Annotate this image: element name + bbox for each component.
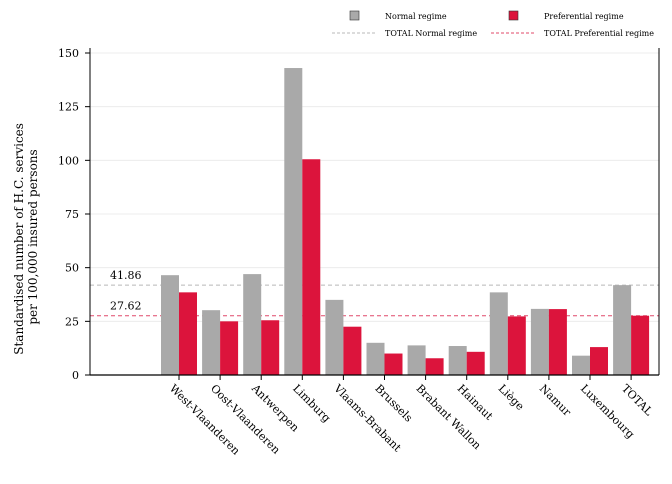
y-axis-label-line2: per 100,000 insured persons xyxy=(26,149,40,324)
legend-swatch-preferential xyxy=(508,10,519,21)
bar-normal xyxy=(448,346,467,375)
bars xyxy=(161,68,650,375)
bar-preferential xyxy=(179,292,197,375)
bar-preferential xyxy=(220,321,239,375)
bar-normal xyxy=(572,355,590,375)
bar-normal xyxy=(243,274,262,375)
bar-preferential xyxy=(384,353,403,375)
y-axis-label-line1: Standardised number of H.C. services xyxy=(12,123,26,355)
y-tick-label: 50 xyxy=(65,262,79,275)
bar-preferential xyxy=(261,320,280,375)
bar-normal xyxy=(407,345,426,375)
y-tick-label: 0 xyxy=(72,369,79,382)
y-tick-label: 100 xyxy=(58,154,79,167)
legend-label-preferential: Preferential regime xyxy=(544,12,624,21)
legend-label-total-normal: TOTAL Normal regime xyxy=(385,29,477,38)
bar-normal xyxy=(489,292,508,375)
legend-swatch-normal xyxy=(349,10,360,21)
legend-label-normal: Normal regime xyxy=(385,12,447,21)
y-axis-label: Standardised number of H.C. services per… xyxy=(12,119,40,355)
bar-preferential xyxy=(590,347,608,375)
bar-preferential xyxy=(425,358,444,375)
axes xyxy=(89,48,660,376)
bar-preferential xyxy=(466,351,485,375)
bar-normal xyxy=(325,299,344,375)
bar-preferential xyxy=(343,326,362,375)
bar-preferential xyxy=(631,315,650,375)
reference-line-label: 27.62 xyxy=(110,300,142,313)
bar-normal xyxy=(284,68,303,375)
y-tick-label: 75 xyxy=(65,208,79,221)
bar-normal xyxy=(161,275,179,375)
bar-normal xyxy=(202,310,221,375)
legend: Normal regime Preferential regime TOTAL … xyxy=(332,10,654,38)
reference-line-label: 41.86 xyxy=(110,269,142,282)
y-tick-label: 25 xyxy=(65,315,79,328)
bar-normal xyxy=(613,285,632,375)
bar-normal xyxy=(366,342,385,375)
y-ticks: 0 25 50 75 100 125 150 xyxy=(58,47,90,382)
y-tick-label: 150 xyxy=(58,47,79,60)
bar-preferential xyxy=(548,309,567,375)
bar-preferential xyxy=(302,159,321,375)
y-tick-label: 125 xyxy=(58,101,79,114)
bar-preferential xyxy=(507,316,526,375)
legend-label-total-preferential: TOTAL Preferential regime xyxy=(544,29,654,38)
bar-normal xyxy=(530,308,549,375)
